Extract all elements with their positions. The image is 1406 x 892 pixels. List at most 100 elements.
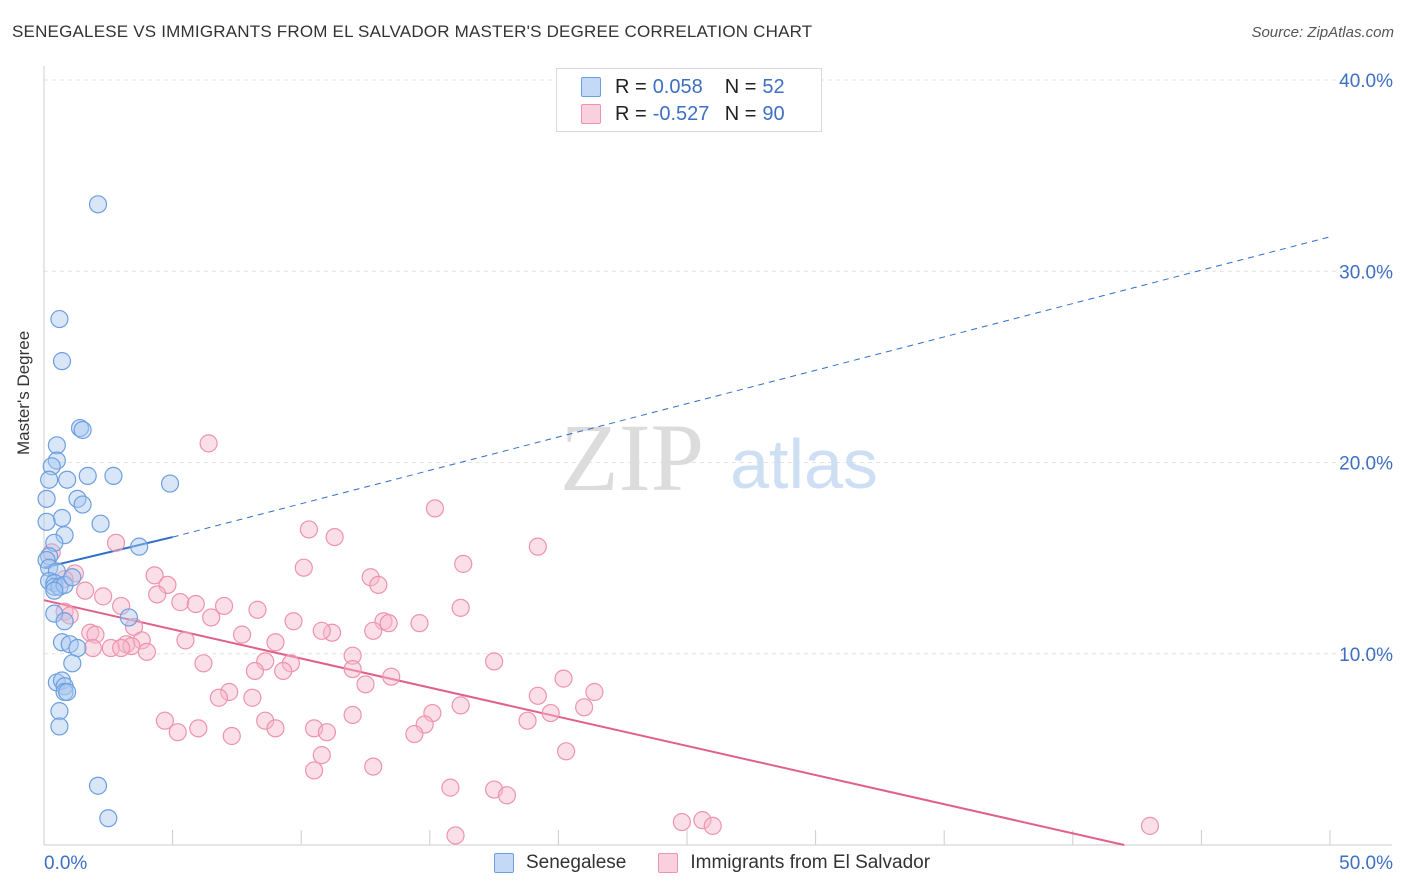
senegalese-point [50,717,69,736]
el-salvador-point [145,566,164,585]
el-salvador-point [281,654,301,673]
el-salvador-point [214,596,234,616]
senegalese-trend-extension [172,236,1331,538]
series-legend-item-senegalese: Senegalese [494,852,626,874]
el-salvador-point [171,593,190,612]
el-salvador-point [312,746,331,765]
el-salvador-point [528,537,547,556]
series-swatch-pink [658,853,679,873]
legend-swatch-blue [581,77,601,97]
el-salvador-point [672,812,691,832]
senegalese-point [99,809,118,828]
senegalese-point [50,702,69,721]
el-salvador-point [155,711,174,730]
legend-r-label: R = [615,102,647,125]
senegalese-point [55,526,74,545]
senegalese-point [55,612,74,631]
senegalese-point [37,512,56,531]
el-salvador-point [132,631,151,650]
series-legend: Senegalese Immigrants from El Salvador [494,852,962,874]
y-tick-label: 10.0% [1339,645,1393,666]
chart-title: SENEGALESE VS IMMIGRANTS FROM EL SALVADO… [12,22,813,41]
senegalese-point [119,608,138,627]
el-salvador-point [446,826,465,845]
el-salvador-point [485,652,504,671]
senegalese-point [50,309,69,329]
senegalese-point [68,638,87,658]
el-salvador-point [451,598,470,617]
el-salvador-point [106,533,126,552]
el-salvador-point [186,594,205,614]
el-salvador-point [343,646,362,665]
tick-labels: 10.0% 20.0% 30.0% 40.0% 0.0% 50.0% [44,71,1393,874]
source-label: Source: ZipAtlas.com [1251,24,1394,41]
el-salvador-point [60,606,79,625]
el-salvador-point [266,633,285,652]
legend-r-label: R = [615,75,647,98]
data-points [37,195,1160,845]
el-salvador-point [405,724,424,744]
senegalese-point [58,682,77,702]
senegalese-point [63,654,82,673]
el-salvador-point [176,631,195,650]
el-salvador-point [364,757,383,776]
senegalese-point [47,436,66,455]
series-label: Senegalese [526,852,627,873]
el-salvador-point [112,638,131,658]
el-salvador-point [86,625,105,644]
legend-row-senegalese: R = 0.058 N = 52 [581,73,785,101]
legend-swatch-pink [581,104,601,124]
el-salvador-point [137,642,156,661]
el-salvador-point [343,659,362,679]
el-salvador-point [232,625,252,644]
senegalese-point [47,451,66,470]
senegalese-point [63,568,82,587]
el-salvador-point [410,614,429,633]
el-salvador-point [703,816,722,835]
senegalese-point [88,776,108,795]
y-tick-label: 30.0% [1339,262,1393,283]
senegalese-point [37,489,56,508]
trend-lines [43,236,1331,846]
senegalese-point [160,474,180,493]
el-salvador-point [101,638,120,658]
el-salvador-point [220,682,239,702]
y-tick-label: 40.0% [1339,71,1393,92]
senegalese-point [58,470,77,489]
el-salvador-point [76,581,95,600]
el-salvador-point [382,667,401,686]
series-label: Immigrants from El Salvador [690,852,931,873]
watermark-atlas: atlas [730,425,878,503]
el-salvador-point [274,661,293,681]
senegalese-point [52,508,72,528]
senegalese-point [130,537,149,556]
el-salvador-point [325,527,344,547]
el-salvador-point [497,786,517,805]
el-salvador-point [343,705,362,725]
el-salvador-point [168,723,187,742]
senegalese-point [52,352,72,371]
x-tick-label: 0.0% [44,853,87,874]
el-salvador-point [441,778,460,797]
legend-n-label: N = [724,102,757,125]
senegalese-point [45,604,64,623]
el-salvador-point [528,686,547,705]
senegalese-point [91,514,110,533]
watermark: ZIP atlas [560,404,878,511]
el-salvador-point [304,761,324,780]
el-salvador-point [124,617,144,637]
senegalese-point [73,495,92,514]
legend-n-value: 52 [762,75,785,98]
watermark-zip: ZIP [560,404,704,511]
el-salvador-point [451,696,470,715]
el-salvador-point [83,638,102,658]
el-salvador-point [299,520,319,539]
senegalese-point [70,418,90,438]
senegalese-point [45,581,64,600]
el-salvador-point [557,742,576,761]
el-salvador-point [248,600,267,619]
senegalese-point [88,195,108,214]
el-salvador-point [425,499,445,518]
series-legend-item-el-salvador: Immigrants from El Salvador [658,852,930,874]
